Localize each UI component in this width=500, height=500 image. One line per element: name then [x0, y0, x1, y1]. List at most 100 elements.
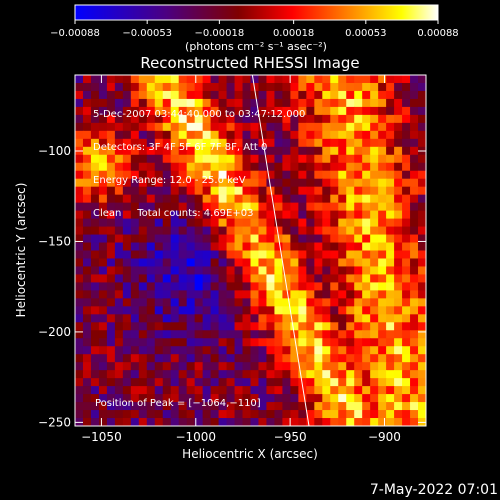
heatmap-cell	[290, 298, 299, 307]
heatmap-cell	[98, 386, 108, 395]
heatmap-cell	[82, 378, 92, 387]
heatmap-cell	[170, 250, 180, 259]
heatmap-cell	[218, 306, 228, 315]
heatmap-cell	[418, 394, 426, 403]
heatmap-cell	[122, 130, 132, 140]
heatmap-cell	[370, 410, 379, 419]
heatmap-cell	[75, 130, 84, 140]
y-tick-label: −100	[38, 144, 71, 158]
x-tick-label: −1000	[175, 430, 216, 444]
heatmap-cell	[82, 210, 92, 220]
heatmap-cell	[274, 162, 283, 172]
heatmap-cell	[394, 314, 403, 323]
heatmap-cell	[362, 306, 371, 315]
heatmap-cell	[306, 202, 315, 212]
heatmap-cell	[290, 282, 299, 291]
heatmap-cell	[146, 98, 156, 108]
heatmap-cell	[290, 98, 299, 108]
heatmap-cell	[82, 75, 92, 84]
heatmap-cell	[218, 370, 228, 379]
heatmap-cell	[306, 186, 315, 196]
heatmap-cell	[338, 266, 347, 275]
heatmap-cell	[218, 274, 228, 283]
heatmap-cell	[306, 274, 315, 283]
heatmap-cell	[410, 362, 419, 371]
heatmap-cell	[218, 154, 228, 164]
heatmap-cell	[178, 178, 188, 188]
heatmap-cell	[394, 90, 403, 100]
heatmap-cell	[122, 114, 132, 124]
heatmap-cell	[130, 138, 140, 148]
heatmap-cell	[282, 330, 291, 339]
heatmap-cell	[362, 346, 371, 355]
heatmap-cell	[234, 154, 244, 164]
heatmap-cell	[114, 194, 124, 204]
heatmap-cell	[226, 274, 236, 283]
heatmap-cell	[338, 274, 347, 283]
heatmap-cell	[274, 386, 283, 395]
heatmap-cell	[138, 154, 148, 164]
heatmap-cell	[370, 90, 379, 100]
heatmap-cell	[114, 306, 124, 315]
heatmap-cell	[82, 394, 92, 403]
heatmap-cell	[146, 370, 156, 379]
heatmap-cell	[218, 114, 228, 124]
heatmap-cell	[298, 114, 307, 124]
heatmap-cell	[234, 410, 244, 419]
heatmap-cell	[386, 82, 395, 92]
heatmap-cell	[90, 75, 100, 84]
heatmap-cell	[266, 130, 275, 140]
heatmap-cell	[75, 234, 84, 244]
heatmap-cell	[306, 354, 315, 363]
heatmap-cell	[162, 186, 172, 196]
heatmap-cell	[106, 274, 116, 283]
heatmap-cell	[282, 402, 291, 411]
heatmap-cell	[218, 90, 228, 100]
heatmap-cell	[266, 226, 275, 236]
heatmap-cell	[202, 370, 212, 379]
heatmap-cell	[90, 146, 100, 156]
heatmap-cell	[210, 75, 220, 84]
heatmap-cell	[106, 402, 116, 411]
heatmap-cell	[178, 202, 188, 212]
heatmap-cell	[138, 322, 148, 331]
heatmap-cell	[250, 274, 259, 283]
heatmap-cell	[418, 282, 426, 291]
heatmap-cell	[75, 410, 84, 419]
heatmap-cell	[130, 290, 140, 299]
heatmap-cell	[162, 106, 172, 116]
heatmap-cell	[354, 394, 363, 403]
heatmap-cell	[330, 346, 339, 355]
heatmap-cell	[266, 75, 275, 84]
heatmap-cell	[146, 130, 156, 140]
heatmap-cell	[418, 114, 426, 124]
heatmap-cell	[98, 98, 108, 108]
heatmap-cell	[250, 218, 259, 228]
heatmap-cell	[346, 178, 355, 188]
heatmap-cell	[170, 226, 180, 236]
heatmap-cell	[178, 186, 188, 196]
heatmap-cell	[298, 75, 307, 84]
heatmap-cell	[370, 330, 379, 339]
heatmap-cell	[330, 186, 339, 196]
heatmap-cell	[138, 306, 148, 315]
heatmap-cell	[314, 114, 323, 124]
heatmap-cell	[114, 338, 124, 347]
heatmap-cell	[370, 346, 379, 355]
heatmap-cell	[322, 338, 331, 347]
heatmap-cell	[138, 75, 148, 84]
heatmap-cell	[234, 130, 244, 140]
heatmap-cell	[90, 202, 100, 212]
heatmap-cell	[250, 75, 259, 84]
heatmap-cell	[234, 106, 244, 116]
heatmap-cell	[370, 266, 379, 275]
heatmap-cell	[386, 218, 395, 228]
heatmap-cell	[410, 266, 419, 275]
heatmap-cell	[130, 202, 140, 212]
heatmap-cell	[410, 402, 419, 411]
heatmap-cell	[274, 370, 283, 379]
heatmap-cell	[162, 226, 172, 236]
heatmap-cell	[410, 330, 419, 339]
heatmap-cell	[98, 250, 108, 259]
heatmap-cell	[330, 162, 339, 172]
